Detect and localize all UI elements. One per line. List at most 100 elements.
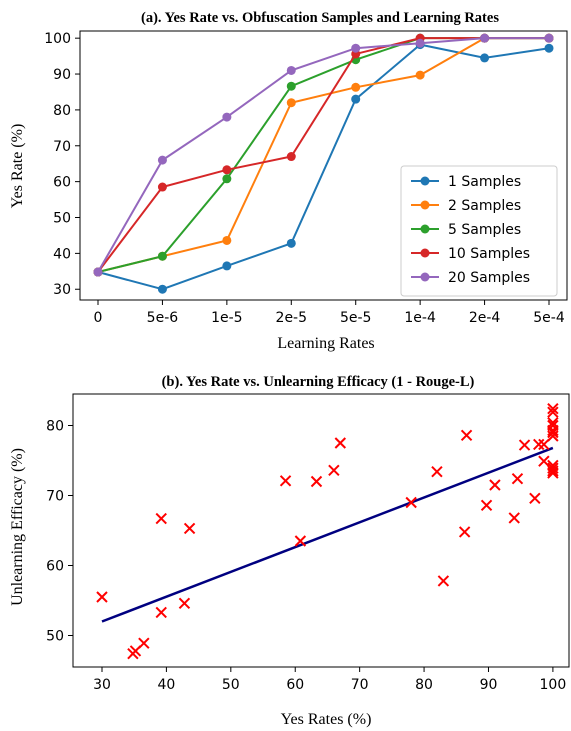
data-point — [222, 235, 232, 245]
x-tick-label: 5e-6 — [147, 310, 179, 326]
y-tick-label: 80 — [53, 103, 71, 119]
data-point-x — [96, 591, 108, 603]
data-point-x — [437, 575, 450, 587]
y-tick-label: 70 — [53, 139, 71, 155]
x-tick-label: 40 — [157, 677, 175, 693]
x-tick-label: 5e-4 — [533, 310, 565, 326]
chart-a-ylabel: Yes Rate (%) — [9, 124, 26, 209]
data-point-x — [294, 535, 307, 547]
data-point — [222, 261, 232, 271]
data-point — [286, 81, 296, 91]
data-point-x — [547, 402, 559, 415]
x-tick-label: 0 — [94, 310, 103, 326]
data-point-x — [155, 606, 167, 619]
legend-swatch-marker — [420, 248, 430, 258]
data-point-x — [547, 406, 559, 418]
data-point-x — [183, 522, 196, 535]
data-point-x — [480, 499, 493, 512]
data-point — [286, 152, 296, 162]
data-point — [544, 43, 554, 53]
data-point — [286, 238, 296, 248]
y-tick-label: 60 — [46, 559, 64, 575]
data-point — [286, 98, 296, 108]
x-tick-label: 80 — [415, 677, 433, 693]
data-point — [415, 38, 425, 48]
y-tick-label: 100 — [44, 31, 71, 47]
series-line — [97, 43, 550, 291]
data-point-x — [405, 496, 417, 509]
data-point-x — [138, 637, 150, 649]
series-line — [97, 37, 549, 273]
data-point-x — [460, 429, 473, 442]
plot-frame — [72, 393, 570, 668]
x-tick-label: 1e-5 — [211, 310, 242, 326]
data-point-x — [538, 438, 550, 451]
data-point — [222, 112, 232, 122]
legend-swatch-marker — [420, 224, 430, 234]
data-point — [415, 70, 425, 80]
legend-label: 20 Samples — [448, 270, 530, 286]
y-tick-label: 70 — [46, 489, 64, 505]
plot-frame — [79, 30, 568, 301]
data-point — [351, 82, 361, 92]
data-point-x — [547, 467, 559, 479]
legend-swatch-marker — [420, 200, 430, 210]
chart-b-ylabel: Unlearning Efficacy (%) — [9, 448, 26, 606]
chart-b: 30 40 50 60 70 80 90 100 50 60 70 80 — [46, 393, 570, 693]
data-point-x — [547, 426, 559, 439]
data-point-x — [155, 512, 167, 525]
chart-a-xlabel: Learning Rates — [277, 335, 374, 352]
legend-box — [400, 165, 558, 297]
x-tick-label: 50 — [222, 677, 240, 693]
data-point-x — [518, 439, 531, 451]
data-point — [351, 94, 361, 104]
data-point — [544, 33, 554, 43]
data-point-x — [178, 597, 191, 610]
y-tick-label: 80 — [46, 419, 64, 435]
data-point-x — [508, 512, 520, 524]
x-tick-label: 5e-5 — [340, 310, 371, 326]
data-point — [157, 182, 167, 192]
data-point-x — [538, 455, 550, 467]
y-tick-label: 60 — [53, 175, 71, 191]
legend-swatch-marker — [420, 176, 430, 186]
y-tick-label: 30 — [53, 282, 71, 298]
chart-b-xlabel: Yes Rates (%) — [281, 711, 372, 728]
chart-a-title: (a). Yes Rate vs. Obfuscation Samples an… — [141, 10, 499, 26]
data-point-x — [279, 475, 292, 487]
data-point-x — [489, 479, 501, 491]
data-point-x — [334, 437, 347, 449]
chart-b-title: (b). Yes Rate vs. Unlearning Efficacy (1… — [162, 374, 475, 390]
x-tick-label: 30 — [93, 677, 111, 693]
data-point — [222, 165, 232, 175]
data-point-x — [431, 465, 443, 478]
data-point-x — [533, 438, 545, 451]
data-point-x — [511, 472, 524, 485]
data-point-x — [529, 492, 541, 505]
legend-label: 2 Samples — [448, 198, 521, 214]
data-point — [351, 43, 361, 53]
data-point-x — [547, 465, 559, 477]
series-line — [97, 37, 549, 273]
legend-label: 5 Samples — [448, 222, 521, 238]
x-tick-label: 2e-5 — [276, 310, 307, 326]
y-tick-label: 50 — [46, 629, 64, 645]
y-tick-label: 90 — [53, 67, 71, 83]
data-point — [222, 174, 232, 184]
x-tick-label: 70 — [351, 677, 369, 693]
legend-label: 10 Samples — [448, 246, 530, 262]
data-point-x — [547, 430, 559, 442]
y-tick-label: 40 — [53, 246, 71, 262]
data-point-x — [310, 475, 323, 488]
data-point-x — [328, 464, 340, 477]
data-point — [157, 155, 167, 165]
x-tick-label: 100 — [540, 677, 567, 693]
data-point-x — [458, 526, 471, 538]
x-tick-label: 1e-4 — [404, 310, 436, 326]
data-point — [480, 33, 490, 43]
legend-swatch-marker — [420, 272, 430, 282]
chart-a: 0 5e-6 1e-5 2e-5 5e-5 1e-4 2e-4 5e-4 30 40 50 60 70 8… — [44, 30, 568, 326]
data-point — [157, 284, 167, 294]
x-tick-label: 60 — [286, 677, 304, 693]
